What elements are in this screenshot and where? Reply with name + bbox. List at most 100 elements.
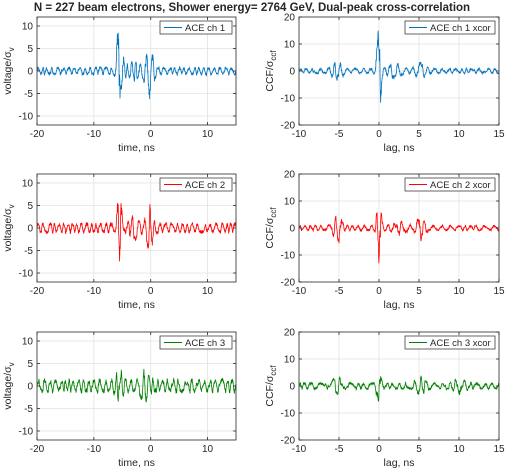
legend-box [159,20,233,35]
x-tick-label: 15 [493,444,505,455]
y-tick-label: -10 [281,409,296,420]
y-axis-label-sub: v [7,204,16,208]
series-line [37,32,236,100]
x-tick-label: 0 [148,129,154,140]
x-tick-label: -20 [30,286,45,297]
x-tick-label: -10 [292,129,307,140]
x-tick-label: -10 [87,129,102,140]
series-line [299,374,499,402]
series-line [299,211,499,264]
legend-label: ACE ch 2 xcor [430,180,491,191]
y-axis-label-greek: σ [2,208,14,215]
y-tick-label: 10 [284,40,296,51]
legend-label: ACE ch 3 xcor [430,338,491,349]
y-axis-label-sub: ccf [269,365,278,376]
x-tick-label: 5 [416,129,422,140]
x-tick-label: -5 [335,444,344,455]
y-tick-label: 0 [27,224,33,235]
legend-label: ACE ch 1 xcor [430,23,491,34]
y-axis-label-main: voltage/ [2,58,14,95]
y-axis-label-main: CCF/ [264,67,276,92]
panel-voltage-ch2: -20 -10 0 10 -10 -5 0 5 10 time, ns voltage/σv ACE … [2,173,237,311]
y-axis-label: voltage/σv [2,204,16,251]
y-tick-label: 0 [27,67,33,78]
legend-box [159,335,233,350]
x-axis-label: time, ns [118,457,155,469]
y-axis-label: CCF/σccf [264,365,278,407]
x-tick-label: 0 [148,444,154,455]
y-tick-label: 5 [27,44,33,55]
y-tick-label: -10 [281,94,296,105]
x-tick-label: 5 [416,286,422,297]
y-tick-label: 10 [22,337,34,348]
legend-box [404,20,496,35]
legend-label: ACE ch 3 [185,338,225,349]
y-tick-label: 10 [22,22,34,33]
y-tick-label: 0 [289,224,295,235]
x-axis-label: time, ns [118,142,155,154]
y-axis-label: voltage/σv [2,47,16,94]
y-tick-label: -10 [19,427,34,438]
x-tick-label: 15 [493,129,505,140]
x-tick-label: 10 [453,286,465,297]
y-axis-label-greek: σ [264,375,276,382]
x-tick-label: 10 [453,444,465,455]
x-tick-label: 0 [376,286,382,297]
x-axis-label: lag, ns [384,299,415,311]
legend-label: ACE ch 2 [185,180,225,191]
y-axis-label-main: voltage/ [2,373,14,410]
y-axis-label: CCF/σccf [264,50,278,92]
x-tick-label: 0 [376,444,382,455]
y-axis-label-sub: v [7,362,16,366]
legend-label: ACE ch 1 [185,23,225,34]
y-axis-label-greek: σ [264,60,276,67]
y-tick-label: 0 [289,67,295,78]
y-axis-label-greek: σ [2,51,14,58]
x-tick-label: 10 [202,286,214,297]
y-axis-label-main: CCF/ [264,224,276,249]
y-tick-label: 10 [22,179,34,190]
y-axis-label: voltage/σv [2,362,16,409]
y-tick-label: 20 [284,170,296,181]
y-axis-label-sub: ccf [269,207,278,218]
x-tick-label: 10 [453,129,465,140]
legend-box [404,335,496,350]
y-tick-label: 5 [27,359,33,370]
x-tick-label: 5 [416,444,422,455]
legend-box [404,177,496,192]
x-tick-label: -10 [87,286,102,297]
x-tick-label: 10 [202,444,214,455]
y-axis-label: CCF/σccf [264,207,278,249]
y-tick-label: -20 [281,436,296,447]
y-tick-label: 20 [284,13,296,24]
series-line [299,30,499,103]
x-tick-label: -20 [30,129,45,140]
legend-box [159,177,233,192]
x-tick-label: -10 [292,444,307,455]
y-tick-label: -10 [281,251,296,262]
x-tick-label: 10 [202,129,214,140]
y-tick-label: -20 [281,278,296,289]
y-axis-label-sub: v [7,47,16,51]
x-tick-label: 15 [493,286,505,297]
figure-title: N = 227 beam electrons, Shower energy= 2… [34,2,470,14]
y-tick-label: 10 [284,355,296,366]
panel-voltage-ch3: -20 -10 0 10 -10 -5 0 5 10 time, ns voltage/σv ACE … [2,331,237,469]
y-axis-label-greek: σ [2,366,14,373]
x-axis-label: lag, ns [384,142,415,154]
y-tick-label: 0 [27,382,33,393]
x-tick-label: -10 [87,444,102,455]
series-line [37,368,236,403]
series-line [37,202,236,262]
x-axis-label: time, ns [118,299,155,311]
y-axis-label-greek: σ [264,217,276,224]
y-tick-label: 10 [284,197,296,208]
y-tick-label: -5 [24,89,33,100]
y-tick-label: -20 [281,121,296,132]
y-axis-label-sub: ccf [269,50,278,61]
y-tick-label: -5 [24,246,33,257]
